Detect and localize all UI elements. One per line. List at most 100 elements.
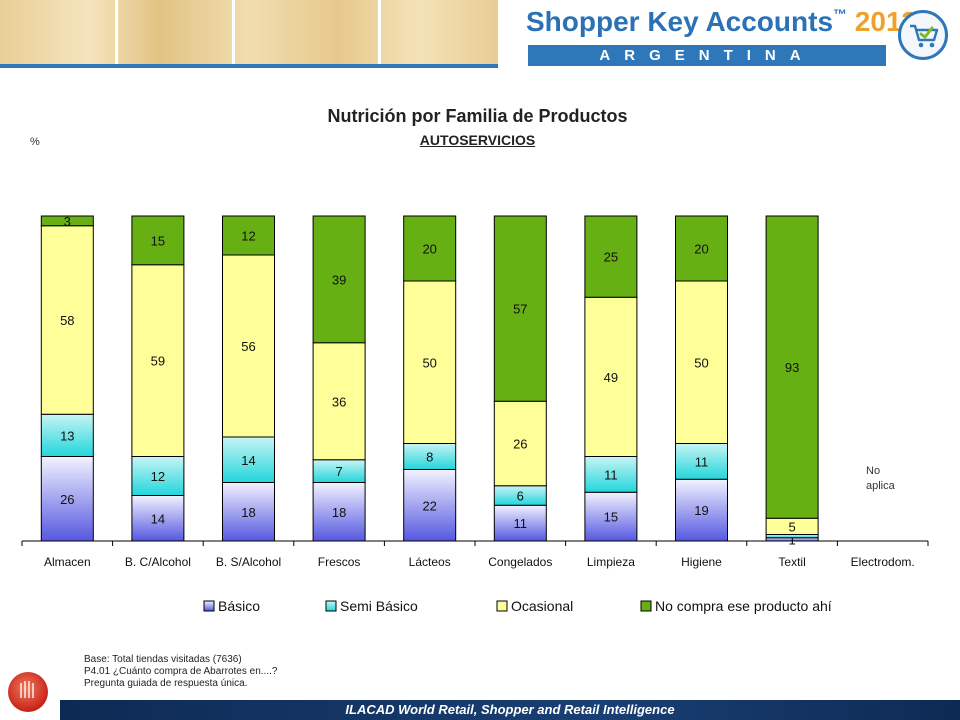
x-tick-label-textil: Textil	[778, 555, 805, 569]
x-tick-label-almacen: Almacen	[44, 555, 91, 569]
data-label-congelados-ocasional: 26	[513, 437, 527, 452]
data-label-almacen-semi-basico: 13	[60, 428, 74, 443]
footnote-instruction: Pregunta guiada de respuesta única.	[84, 678, 248, 689]
bar-b-s-alcohol-semi-basico	[222, 436, 275, 483]
bar-congelados-basico	[493, 504, 547, 542]
legend-label-basico: Básico	[218, 598, 260, 614]
bar-b-s-alcohol-ocasional	[222, 254, 275, 438]
bar-frescos-no-compra-ese-producto-ahi	[312, 215, 366, 344]
bar-frescos-ocasional	[312, 342, 366, 461]
not-applicable-line-2: aplica	[866, 480, 895, 492]
data-label-limpieza-basico: 15	[604, 510, 618, 525]
x-tick-label-limpieza: Limpieza	[587, 555, 635, 569]
x-tick-label-b-s-alcohol: B. S/Alcohol	[216, 555, 281, 569]
x-tick-label-higiene: Higiene	[681, 555, 722, 569]
shopping-cart-icon	[898, 10, 948, 60]
data-label-textil-no-compra-ese-producto-ahi: 93	[785, 360, 799, 375]
data-label-b-s-alcohol-semi-basico: 14	[241, 453, 255, 468]
footnotes: Base: Total tiendas visitadas (7636) P4.…	[84, 654, 277, 690]
data-label-b-s-alcohol-no-compra-ese-producto-ahi: 12	[241, 229, 255, 244]
x-tick-label-b-c-alcohol: B. C/Alcohol	[125, 555, 191, 569]
bar-b-c-alcohol-basico	[131, 495, 185, 542]
bar-congelados-no-compra-ese-producto-ahi	[493, 215, 547, 402]
data-label-limpieza-semi-basico: 11	[604, 467, 618, 482]
bar-higiene-ocasional	[675, 280, 728, 444]
footnote-question: P4.01 ¿Cuánto compra de Abarrotes en....…	[84, 666, 278, 677]
x-tick-label-electrodom: Electrodom.	[851, 555, 915, 569]
footer-banner: ILACAD World Retail, Shopper and Retail …	[60, 700, 960, 720]
x-tick-label-frescos: Frescos	[318, 555, 361, 569]
chart-subtitle: AUTOSERVICIOS	[419, 132, 536, 148]
data-label-textil-ocasional: 5	[788, 519, 795, 534]
bar-almacen-no-compra-ese-producto-ahi	[40, 215, 94, 227]
footnote-base: Base: Total tiendas visitadas (7636)	[84, 654, 242, 665]
bar-lacteos-semi-basico	[403, 443, 457, 470]
data-label-b-c-alcohol-basico: 14	[151, 511, 165, 526]
legend-swatch-ocasional	[496, 600, 508, 612]
data-label-higiene-ocasional: 50	[694, 355, 708, 370]
bar-textil-no-compra-ese-producto-ahi	[765, 215, 819, 519]
bar-b-s-alcohol-no-compra-ese-producto-ahi	[222, 215, 275, 256]
data-label-almacen-no-compra-ese-producto-ahi: 3	[64, 214, 71, 229]
data-label-b-c-alcohol-semi-basico: 12	[151, 469, 165, 484]
data-label-lacteos-basico: 22	[422, 498, 436, 513]
legend-swatch-basico	[203, 600, 215, 612]
data-label-b-c-alcohol-no-compra-ese-producto-ahi: 15	[151, 233, 165, 248]
data-label-textil-basico: 1	[788, 532, 795, 547]
legend-label-ocasional: Ocasional	[511, 598, 573, 614]
bar-congelados-ocasional	[493, 400, 547, 487]
data-label-congelados-basico: 11	[514, 516, 528, 531]
legend-label-no-compra-ese-producto-ahi: No compra ese producto ahí	[655, 598, 832, 614]
data-label-higiene-no-compra-ese-producto-ahi: 20	[694, 242, 708, 257]
ilacad-logo-icon	[8, 672, 48, 712]
data-label-higiene-semi-basico: 11	[695, 454, 709, 469]
y-axis-label: %	[30, 136, 40, 148]
bar-b-c-alcohol-semi-basico	[131, 456, 185, 496]
data-label-b-s-alcohol-basico: 18	[241, 505, 255, 520]
bar-higiene-basico	[675, 478, 728, 542]
bar-limpieza-no-compra-ese-producto-ahi	[584, 215, 638, 298]
data-label-lacteos-ocasional: 50	[422, 355, 436, 370]
brand-tm: ™	[833, 5, 848, 22]
header-photo-banner	[0, 0, 498, 64]
data-label-lacteos-semi-basico: 8	[426, 450, 433, 465]
not-applicable-note: No aplica	[866, 464, 926, 494]
bar-lacteos-ocasional	[403, 280, 457, 444]
bar-lacteos-no-compra-ese-producto-ahi	[403, 215, 457, 282]
data-label-limpieza-ocasional: 49	[604, 370, 618, 385]
header-divider	[0, 64, 498, 68]
data-label-frescos-basico: 18	[332, 505, 346, 520]
bar-limpieza-semi-basico	[584, 456, 638, 493]
data-label-b-c-alcohol-ocasional: 59	[151, 354, 165, 369]
brand-title: Shopper Key Accounts™ 2013	[526, 6, 917, 38]
bar-limpieza-ocasional	[584, 296, 638, 457]
data-label-congelados-no-compra-ese-producto-ahi: 57	[513, 302, 527, 317]
bar-b-s-alcohol-basico	[222, 482, 275, 542]
bar-frescos-basico	[312, 482, 366, 542]
bar-b-c-alcohol-no-compra-ese-producto-ahi	[131, 215, 185, 266]
country-banner: ARGENTINA	[528, 45, 886, 66]
bar-almacen-ocasional	[40, 225, 94, 415]
data-label-almacen-basico: 26	[60, 492, 74, 507]
not-applicable-line-1: No	[866, 465, 881, 477]
data-label-b-s-alcohol-ocasional: 56	[241, 339, 255, 354]
data-label-congelados-semi-basico: 6	[517, 489, 524, 504]
bar-almacen-semi-basico	[40, 413, 94, 457]
brand-main: Shopper Key Accounts	[526, 6, 834, 37]
data-label-higiene-basico: 19	[694, 503, 708, 518]
x-tick-label-lacteos: Lácteos	[409, 555, 451, 569]
bar-higiene-no-compra-ese-producto-ahi	[675, 215, 728, 282]
chart-title: Nutrición por Familia de Productos	[327, 106, 628, 126]
legend-swatch-semi-basico	[325, 600, 337, 612]
bar-almacen-basico	[40, 456, 94, 542]
data-label-limpieza-no-compra-ese-producto-ahi: 25	[604, 250, 618, 265]
data-label-almacen-ocasional: 58	[60, 313, 74, 328]
data-label-frescos-no-compra-ese-producto-ahi: 39	[332, 272, 346, 287]
bar-b-c-alcohol-ocasional	[131, 264, 185, 457]
x-tick-label-congelados: Congelados	[488, 555, 552, 569]
legend-swatch-no-compra-ese-producto-ahi	[640, 600, 652, 612]
data-label-lacteos-no-compra-ese-producto-ahi: 20	[422, 242, 436, 257]
data-label-frescos-ocasional: 36	[332, 394, 346, 409]
legend-label-semi-basico: Semi Básico	[340, 598, 418, 614]
